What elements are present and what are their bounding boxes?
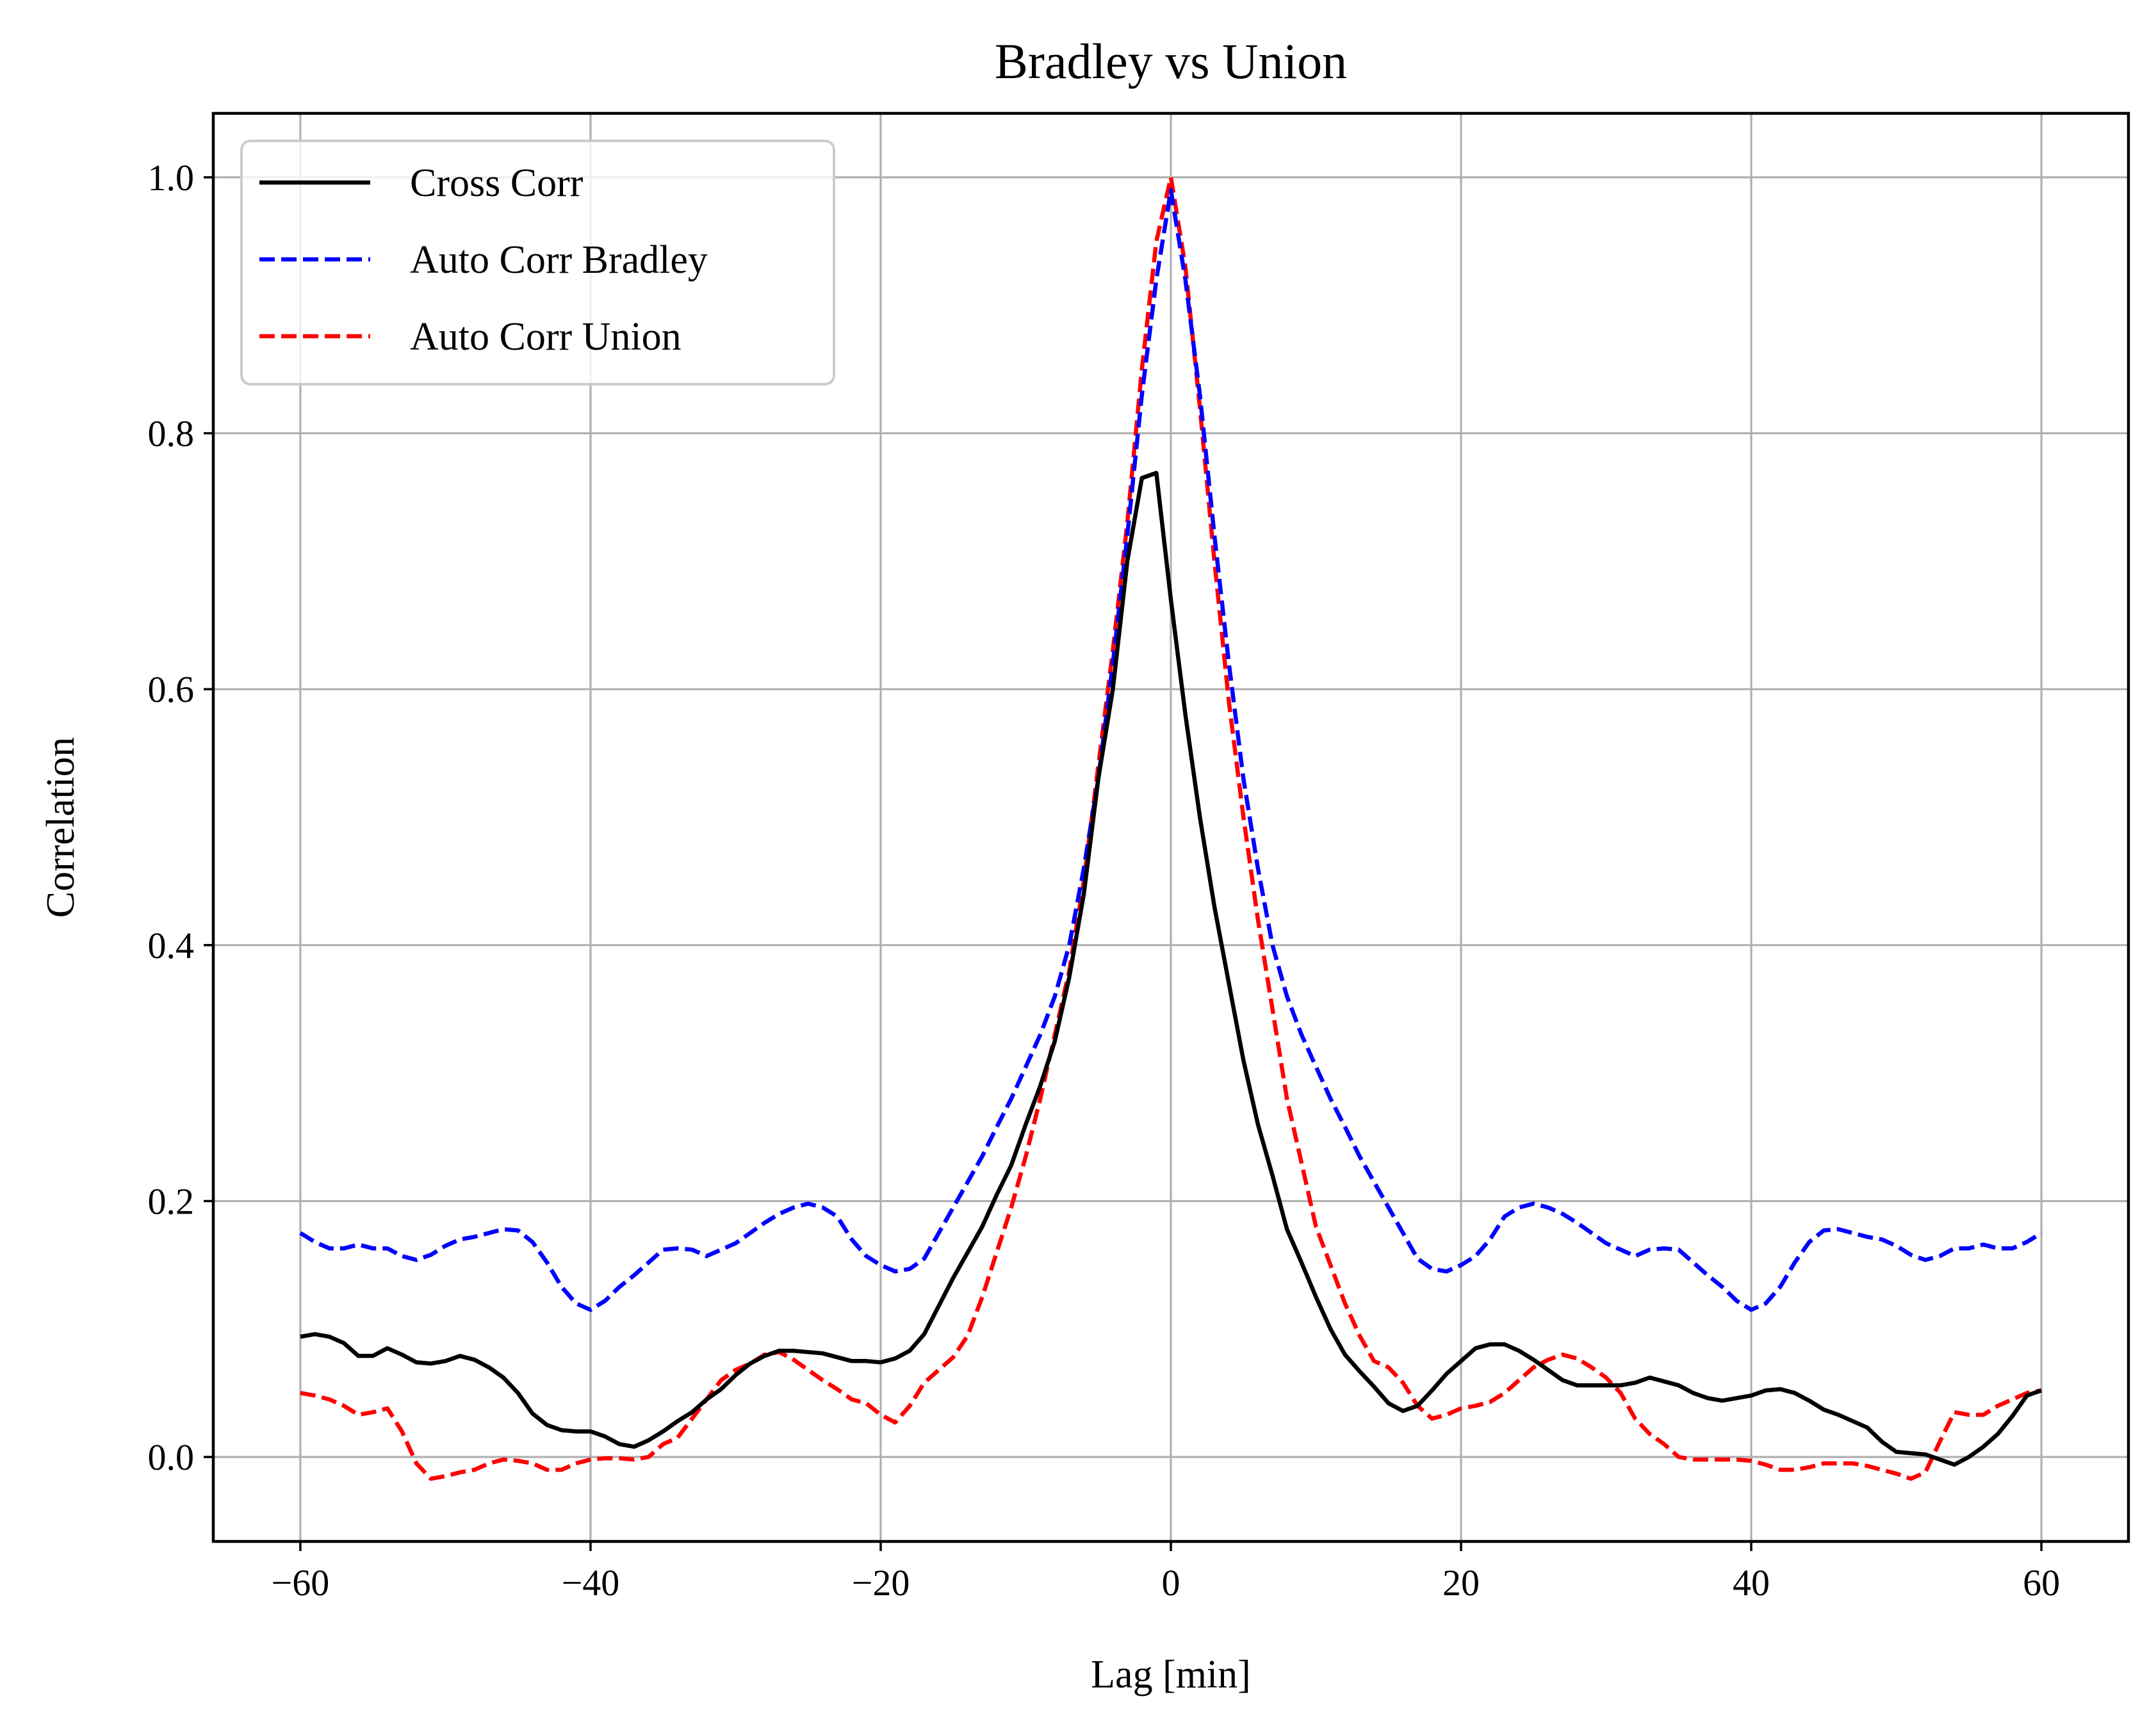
x-tick-label: 0	[1162, 1562, 1180, 1604]
y-axis-label: Correlation	[39, 737, 83, 918]
y-tick-label: 0.6	[148, 669, 195, 710]
x-tick-label: −60	[272, 1562, 330, 1604]
y-tick-label: 1.0	[148, 157, 195, 199]
x-axis-label: Lag [min]	[1091, 1653, 1251, 1696]
x-tick-label: −20	[852, 1562, 910, 1604]
legend-label-auto-corr-union: Auto Corr Union	[410, 315, 682, 359]
y-tick-label: 0.8	[148, 413, 195, 455]
x-tick-label: 20	[1442, 1562, 1480, 1604]
chart-title: Bradley vs Union	[995, 33, 1347, 89]
legend-label-auto-corr-bradley: Auto Corr Bradley	[410, 238, 708, 282]
x-tick-label: 40	[1733, 1562, 1770, 1604]
y-tick-label: 0.2	[148, 1180, 195, 1222]
legend: Cross Corr Auto Corr Bradley Auto Corr U…	[241, 141, 834, 384]
legend-label-cross-corr: Cross Corr	[410, 161, 584, 205]
y-tick-label: 0.0	[148, 1436, 195, 1478]
x-tick-label: 60	[2023, 1562, 2060, 1604]
y-tick-label: 0.4	[148, 925, 195, 966]
x-tick-label: −40	[562, 1562, 620, 1604]
